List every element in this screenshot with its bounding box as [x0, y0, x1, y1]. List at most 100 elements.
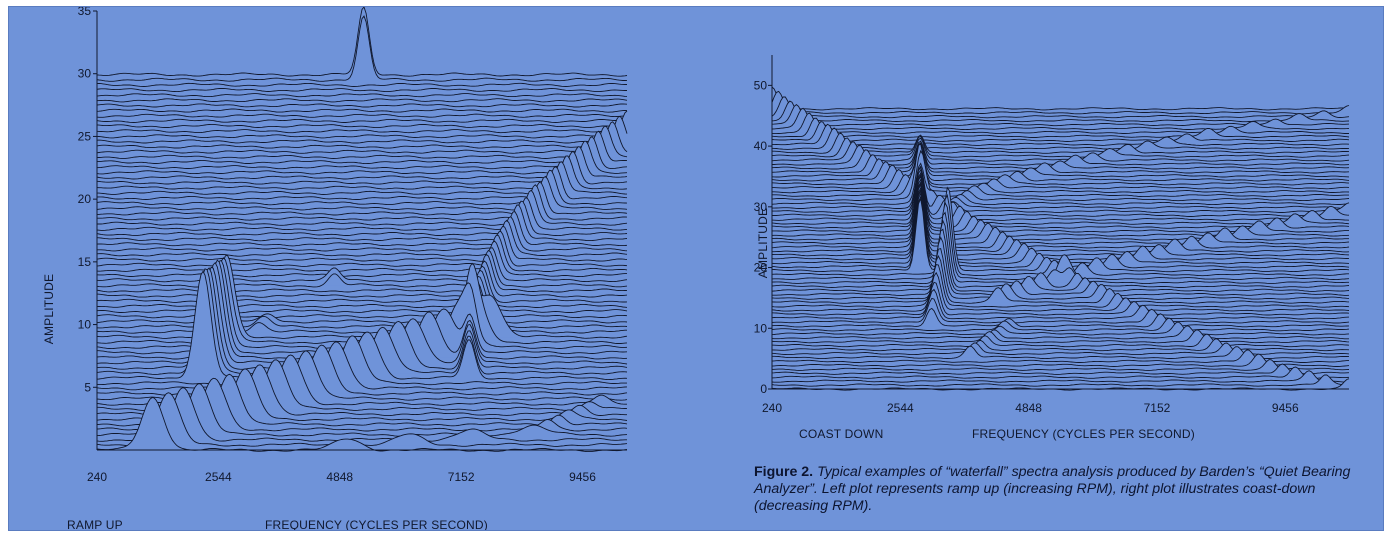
trace-fill [772, 91, 1349, 114]
spectrum-trace [96, 110, 628, 144]
spectrum-trace [771, 228, 1350, 292]
spectrum-trace [771, 353, 1350, 367]
trace-fill [97, 397, 627, 452]
y-tick-label: 35 [78, 7, 92, 18]
spectrum-trace [772, 166, 1350, 217]
spectrum-trace [771, 143, 1350, 174]
x-tick-label: 240 [87, 470, 107, 484]
trace-fill [97, 16, 627, 82]
trace-fill [772, 202, 1349, 280]
spectrum-trace [96, 87, 627, 93]
y-axis-label: AMPLITUDE [42, 274, 56, 344]
spectrum-trace [96, 93, 628, 98]
spectrum-trace [96, 125, 628, 159]
spectrum-trace [771, 281, 1350, 316]
spectrum-trace [771, 182, 1350, 245]
y-tick-label: 50 [754, 78, 768, 92]
y-tick-label: 20 [78, 192, 92, 206]
x-tick-label: 4848 [326, 470, 353, 484]
spectrum-trace [96, 284, 628, 324]
spectrum-trace [771, 145, 1350, 178]
spectrum-trace [96, 151, 628, 185]
trace-fill [772, 101, 1349, 122]
y-tick-label: 10 [754, 321, 768, 335]
spectrum-trace [772, 153, 1349, 198]
spectrum-trace [771, 297, 1350, 324]
spectrum-trace [96, 129, 628, 134]
trace-fill [772, 318, 1349, 331]
spectrum-trace [771, 149, 1350, 206]
trace-fill [97, 161, 627, 195]
spectrum-trace [96, 123, 628, 129]
x-tick-label: 4848 [1015, 401, 1042, 415]
y-tick-label: 15 [78, 255, 92, 269]
spectrum-trace [771, 86, 1350, 111]
spectrum-trace [771, 254, 1350, 304]
y-tick-label: 25 [78, 129, 92, 143]
trace-fill [97, 378, 627, 431]
waterfall-traces [96, 7, 628, 453]
spectrum-trace [771, 288, 1350, 320]
trace-fill [772, 118, 1349, 138]
trace-fill [97, 156, 627, 190]
x-tick-label: 7152 [1144, 401, 1171, 415]
mode-label: COAST DOWN [799, 427, 883, 441]
spectrum-trace [96, 225, 628, 262]
y-tick-label: 10 [78, 318, 92, 332]
spectrum-trace [96, 15, 628, 82]
spectrum-trace [96, 108, 628, 113]
figure-caption: Figure 2. Typical examples of “waterfall… [754, 464, 1374, 515]
spectrum-trace [771, 150, 1350, 186]
spectrum-trace [771, 317, 1350, 332]
spectrum-trace [96, 200, 628, 237]
trace-fill [772, 187, 1349, 272]
y-tick-label: 30 [754, 200, 768, 214]
spectrum-trace [771, 349, 1350, 363]
y-tick-label: 0 [760, 382, 767, 396]
spectrum-trace [96, 234, 628, 273]
x-tick-label: 9456 [1272, 401, 1299, 415]
spectrum-trace [97, 130, 628, 165]
spectrum-trace [771, 329, 1350, 344]
spectrum-trace [771, 271, 1350, 312]
spectrum-trace [772, 123, 1350, 146]
y-tick-label: 20 [754, 261, 768, 275]
trace-fill [772, 97, 1349, 118]
trace-fill [97, 205, 627, 241]
spectrum-trace [96, 146, 628, 180]
spectrum-trace [96, 281, 628, 319]
trace-fill [97, 254, 627, 293]
spectrum-trace [771, 142, 1350, 170]
spectrum-trace [96, 197, 628, 231]
spectrum-trace [772, 236, 1350, 296]
spectrum-trace [771, 117, 1350, 138]
caption-text: Typical examples of “waterfall” spectra … [754, 464, 1351, 514]
spectrum-trace [771, 188, 1350, 257]
spectrum-trace [771, 173, 1350, 229]
trace-fill [97, 260, 627, 354]
spectrum-trace [771, 171, 1350, 225]
spectrum-trace [96, 204, 628, 242]
spectrum-trace [96, 113, 627, 118]
x-tick-label: 7152 [448, 470, 475, 484]
trace-fill [772, 108, 1349, 130]
spectrum-trace [771, 338, 1350, 352]
x-tick-label: 240 [762, 401, 782, 415]
spectrum-trace [97, 181, 628, 216]
spectrum-trace [96, 269, 628, 309]
trace-fill [772, 370, 1349, 383]
spectrum-trace [96, 115, 628, 149]
spectrum-trace [772, 186, 1350, 253]
spectrum-trace [771, 148, 1350, 182]
spectrum-trace [96, 7, 628, 77]
spectrum-trace [96, 136, 628, 170]
spectrum-trace [97, 216, 628, 252]
trace-fill [772, 128, 1349, 150]
trace-fill [97, 114, 627, 118]
coast-down-waterfall-chart: 0 10 20 30 40 50 240 2544 4848 7152 9456 AMPLITUDE C… [754, 55, 1350, 441]
trace-fill [772, 163, 1349, 209]
x-tick-label: 2544 [887, 401, 914, 415]
figure-panel: 5 10 15 20 25 30 35 240 2544 4848 7152 9456 AMPLITUD… [8, 6, 1384, 531]
trace-fill [97, 383, 627, 437]
spectrum-trace [772, 165, 1350, 213]
